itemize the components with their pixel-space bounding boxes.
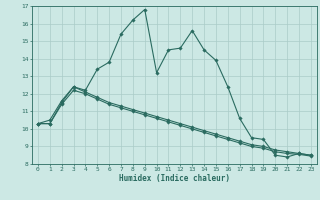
X-axis label: Humidex (Indice chaleur): Humidex (Indice chaleur) <box>119 174 230 183</box>
